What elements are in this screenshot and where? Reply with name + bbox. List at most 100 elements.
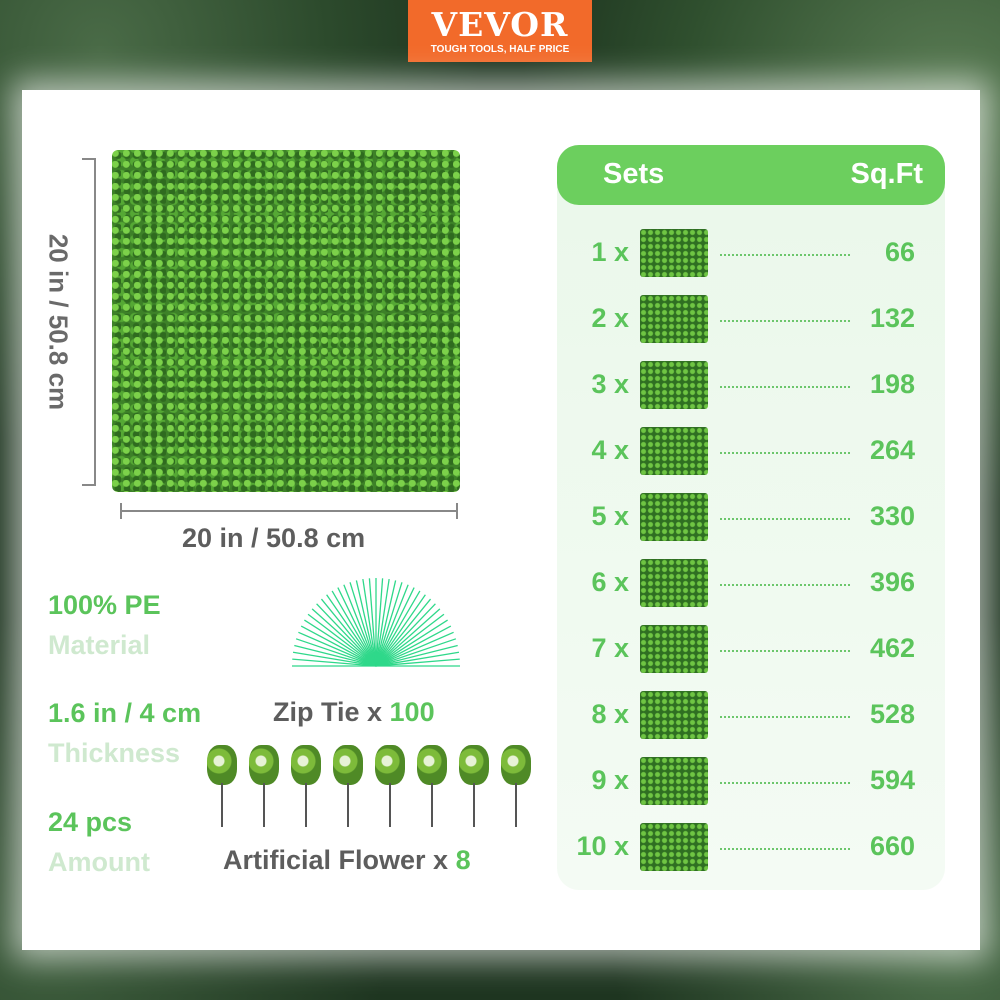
height-label: 20 in / 50.8 cm: [43, 233, 74, 411]
zip-tie-strip: [300, 625, 377, 667]
zip-tie-strip: [375, 603, 436, 667]
panel-thumbnail: [640, 757, 708, 805]
zip-tie-strip: [375, 651, 460, 667]
dotted-leader: [720, 254, 850, 256]
dotted-leader: [720, 584, 850, 586]
zip-tie-strip: [375, 590, 421, 667]
dim-tick: [82, 158, 96, 160]
height-dimension-line: [94, 158, 96, 486]
flower-caption: Artificial Flower x 8: [223, 845, 471, 876]
dim-tick: [456, 503, 458, 519]
table-row: 2 x 132: [557, 295, 945, 345]
zip-tie-strip: [331, 590, 377, 667]
spec-thickness-label: Thickness: [48, 738, 181, 768]
coverage-table: Sets Sq.Ft 1 x 66 2 x 132 3 x 198 4 x 264 5 x 330…: [557, 145, 945, 890]
panel-thumbnail: [640, 823, 708, 871]
zip-tie-strip: [375, 644, 458, 667]
panel-thumbnail: [640, 691, 708, 739]
spec-material-label: Material: [48, 630, 151, 660]
header-sets: Sets: [603, 158, 665, 190]
row-sets: 2 x: [591, 303, 629, 333]
row-sets: 5 x: [591, 501, 629, 531]
zip-tie-strip: [316, 603, 377, 667]
flower-icon: [415, 745, 449, 827]
zip-tie-strip: [375, 578, 390, 667]
row-sqft: 462: [869, 633, 915, 663]
flower-icon: [247, 745, 281, 827]
dim-tick: [120, 503, 122, 519]
dim-tick: [82, 484, 96, 486]
table-row: 6 x 396: [557, 559, 945, 609]
zip-tie-strip: [368, 578, 377, 667]
zip-tie-caption: Zip Tie x 100: [273, 697, 435, 728]
zip-tie-strip: [375, 638, 457, 667]
zip-tie-strip: [326, 594, 377, 667]
row-sets: 7 x: [591, 633, 629, 663]
table-row: 1 x 66: [557, 229, 945, 279]
zip-tie-fan-image: [292, 578, 460, 667]
spec-amount-value: 24 pcs: [48, 807, 133, 837]
table-row: 7 x 462: [557, 625, 945, 675]
row-sets: 10 x: [576, 831, 629, 861]
zip-tie-strip: [375, 631, 454, 667]
flower-count: 8: [455, 845, 471, 875]
row-sqft: 198: [869, 369, 915, 399]
row-sqft: 528: [869, 699, 915, 729]
table-header: Sets Sq.Ft: [557, 145, 945, 205]
row-sets: 1 x: [591, 237, 629, 267]
row-sqft: 66: [884, 237, 915, 267]
flower-icon: [331, 745, 365, 827]
dotted-leader: [720, 518, 850, 520]
flower-icon: [289, 745, 323, 827]
zip-tie-strip: [311, 608, 377, 667]
zip-tie-strip: [375, 625, 452, 667]
zip-tie-strip: [375, 578, 384, 667]
dotted-leader: [720, 782, 850, 784]
vevor-logo: VEVOR TOUGH TOOLS, HALF PRICE: [408, 0, 592, 62]
spec-amount-label: Amount: [48, 847, 150, 877]
table-row: 3 x 198: [557, 361, 945, 411]
row-sqft: 594: [869, 765, 915, 795]
dotted-leader: [720, 716, 850, 718]
zip-tie-strip: [375, 587, 415, 667]
zip-tie-strip: [375, 594, 426, 667]
flower-icon: [457, 745, 491, 827]
zip-tie-strip: [375, 608, 441, 667]
dotted-leader: [720, 848, 850, 850]
width-dimension-line: [120, 510, 458, 512]
zip-tie-strip: [349, 582, 377, 667]
zip-tie-strip: [355, 580, 377, 667]
zip-tie-strip: [307, 613, 377, 667]
spec-thickness-value: 1.6 in / 4 cm: [48, 698, 202, 728]
panel-thumbnail: [640, 427, 708, 475]
flower-icon: [205, 745, 239, 827]
grass-wall-panel-image: [112, 150, 460, 492]
spec-material-value: 100% PE: [48, 590, 161, 620]
row-sqft: 660: [869, 831, 915, 861]
row-sets: 4 x: [591, 435, 629, 465]
zip-tie-strip: [304, 619, 377, 667]
flower-label: Artificial Flower x: [223, 845, 456, 875]
row-sqft: 330: [869, 501, 915, 531]
width-label: 20 in / 50.8 cm: [182, 523, 366, 553]
table-row: 5 x 330: [557, 493, 945, 543]
zip-tie-strip: [320, 598, 377, 667]
zip-tie-strip: [343, 584, 377, 667]
row-sqft: 396: [869, 567, 915, 597]
flower-icon: [499, 745, 533, 827]
table-row: 10 x 660: [557, 823, 945, 873]
zip-tie-label: Zip Tie x: [273, 697, 390, 727]
zip-tie-strip: [375, 613, 445, 667]
zip-tie-strip: [337, 587, 377, 667]
table-row: 8 x 528: [557, 691, 945, 741]
row-sqft: 264: [869, 435, 915, 465]
zip-tie-strip: [362, 578, 377, 667]
zip-tie-strip: [294, 644, 377, 667]
dotted-leader: [720, 320, 850, 322]
zip-tie-strip: [375, 582, 403, 667]
zip-tie-strip: [375, 658, 460, 667]
flower-icon: [373, 745, 407, 827]
table-row: 9 x 594: [557, 757, 945, 807]
zip-tie-strip: [375, 619, 448, 667]
zip-tie-strip: [375, 598, 432, 667]
